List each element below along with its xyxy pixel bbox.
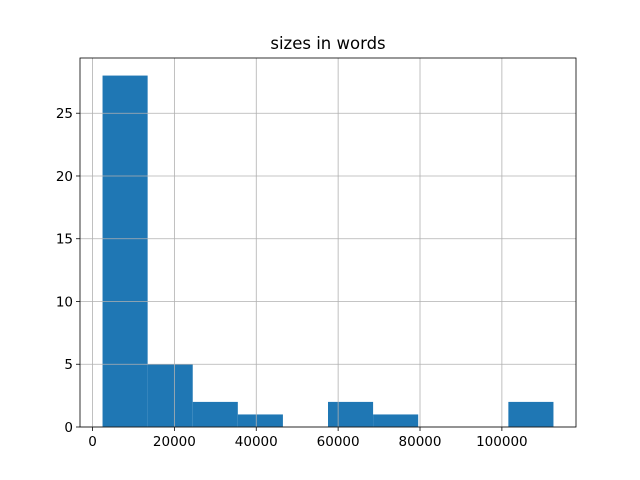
x-tick-label: 60000 bbox=[317, 434, 360, 450]
x-tick-label: 20000 bbox=[153, 434, 196, 450]
bar bbox=[192, 401, 238, 427]
x-tick-label: 100000 bbox=[476, 434, 528, 450]
x-tick-label: 40000 bbox=[235, 434, 278, 450]
bar bbox=[102, 75, 148, 428]
y-tick-label: 25 bbox=[56, 106, 73, 122]
x-tick-label: 0 bbox=[88, 434, 97, 450]
y-tick-label: 10 bbox=[56, 294, 73, 310]
y-tick-label: 5 bbox=[64, 357, 73, 373]
bar bbox=[237, 414, 283, 427]
y-tick-label: 15 bbox=[56, 232, 73, 248]
y-tick-label: 0 bbox=[64, 420, 73, 436]
bar bbox=[328, 401, 374, 427]
axes-frame bbox=[79, 57, 577, 428]
bar bbox=[147, 364, 193, 427]
chart-title: sizes in words bbox=[270, 34, 385, 53]
x-tick-label: 80000 bbox=[399, 434, 442, 450]
bar bbox=[373, 414, 419, 427]
bar bbox=[508, 401, 554, 427]
y-tick-label: 20 bbox=[56, 169, 73, 185]
